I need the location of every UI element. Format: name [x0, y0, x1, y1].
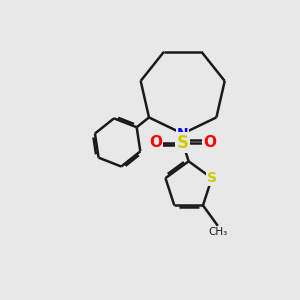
Text: O: O — [149, 135, 162, 150]
Text: S: S — [177, 134, 189, 152]
Text: N: N — [177, 127, 188, 141]
Text: S: S — [207, 171, 217, 185]
Text: O: O — [203, 135, 216, 150]
Text: CH₃: CH₃ — [208, 227, 227, 237]
